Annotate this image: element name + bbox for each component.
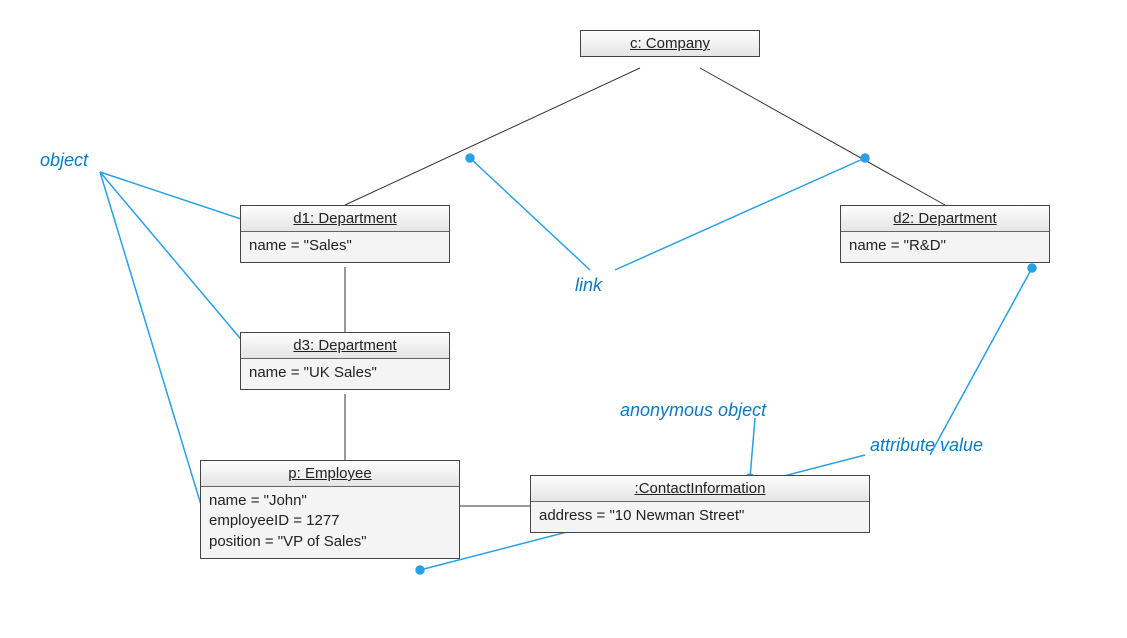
node-title: d2: Department	[893, 210, 996, 227]
attribute-row: employeeID = 1277	[209, 511, 451, 531]
attribute-row: address = "10 Newman Street"	[539, 506, 861, 526]
node-d1: d1: Department name = "Sales"	[240, 205, 450, 263]
node-d2: d2: Department name = "R&D"	[840, 205, 1050, 263]
node-d3: d3: Department name = "UK Sales"	[240, 332, 450, 390]
node-title: d3: Department	[293, 337, 396, 354]
edges-layer	[0, 0, 1127, 638]
annotation-attribute-value: attribute value	[870, 435, 983, 456]
node-title: c: Company	[630, 35, 710, 52]
annotation-object: object	[40, 150, 88, 171]
annotation-link: link	[575, 275, 602, 296]
diagram-canvas: c: Company d1: Department name = "Sales"…	[0, 0, 1127, 638]
attribute-row: name = "Sales"	[249, 236, 441, 256]
node-company: c: Company	[580, 30, 760, 57]
attribute-row: name = "R&D"	[849, 236, 1041, 256]
attribute-row: position = "VP of Sales"	[209, 532, 451, 552]
node-employee: p: Employee name = "John" employeeID = 1…	[200, 460, 460, 559]
node-title: :ContactInformation	[635, 480, 766, 497]
attribute-row: name = "UK Sales"	[249, 363, 441, 383]
attribute-row: name = "John"	[209, 491, 451, 511]
node-title: p: Employee	[288, 465, 371, 482]
node-contact: :ContactInformation address = "10 Newman…	[530, 475, 870, 533]
annotation-anonymous-object: anonymous object	[620, 400, 766, 421]
node-title: d1: Department	[293, 210, 396, 227]
